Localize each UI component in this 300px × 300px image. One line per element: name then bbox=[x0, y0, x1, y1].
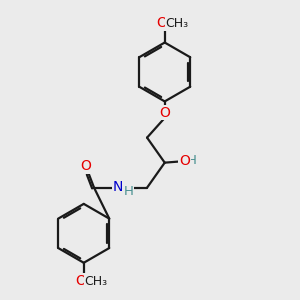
Text: N: N bbox=[113, 180, 123, 194]
Text: O: O bbox=[80, 159, 91, 173]
Text: H: H bbox=[186, 154, 196, 167]
Text: H: H bbox=[124, 185, 134, 198]
Text: O: O bbox=[159, 106, 170, 120]
Text: CH₃: CH₃ bbox=[85, 274, 108, 287]
Text: CH₃: CH₃ bbox=[166, 17, 189, 30]
Text: O: O bbox=[75, 274, 86, 288]
Text: O: O bbox=[156, 16, 167, 30]
Text: O: O bbox=[179, 154, 190, 168]
